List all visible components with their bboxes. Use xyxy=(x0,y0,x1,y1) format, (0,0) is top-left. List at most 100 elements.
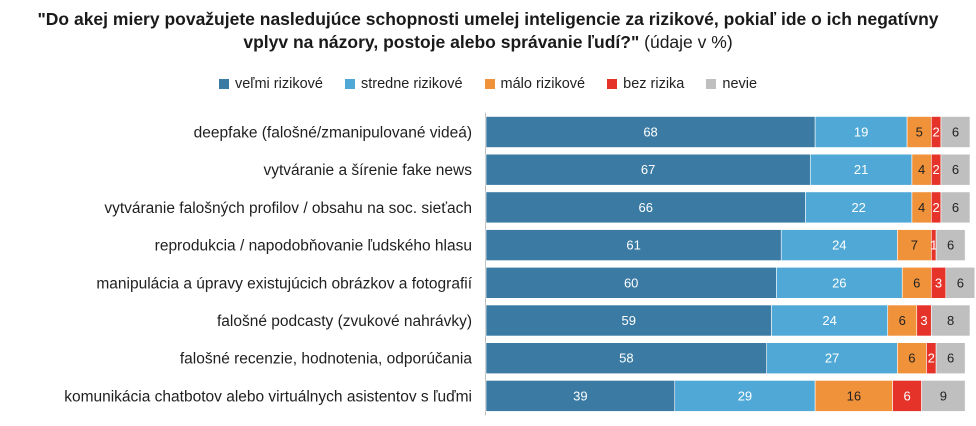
bar-segment-nevie xyxy=(935,229,966,261)
data-label: 1 xyxy=(930,238,937,253)
bar-segment-nevie xyxy=(945,266,976,299)
legend-label: bez rizika xyxy=(623,76,685,92)
legend-label: nevie xyxy=(722,76,758,92)
data-label: 9 xyxy=(940,388,947,403)
data-label: 6 xyxy=(957,275,964,290)
bar-row-falosne-recenzie-hodnotenia-odporucania: falošné recenzie, hodnotenia, odporúčani… xyxy=(180,342,966,375)
bar-segment-malo-rizikove xyxy=(897,229,932,261)
data-label: 60 xyxy=(624,275,638,290)
bar-segment-nevie xyxy=(940,116,971,148)
data-label: 3 xyxy=(920,313,927,328)
bar-segment-stredne-rizikove xyxy=(776,266,903,299)
category-label: vytváranie falošných profilov / obsahu n… xyxy=(104,200,472,217)
data-label: 6 xyxy=(913,275,920,290)
bar-segment-malo-rizikove xyxy=(887,304,918,337)
legend-label: veľmi rizikové xyxy=(234,76,323,92)
data-label: 4 xyxy=(918,162,925,177)
legend-swatch xyxy=(344,79,355,89)
bar-segment-velmi-rizikove xyxy=(485,153,811,186)
data-label: 16 xyxy=(847,388,861,403)
title-line-2: vplyv na názory, postoje alebo správanie… xyxy=(0,31,976,54)
data-label: 8 xyxy=(947,313,954,328)
data-label: 2 xyxy=(933,125,940,140)
legend-swatch xyxy=(218,79,229,89)
bar-segment-nevie xyxy=(930,304,971,337)
bar-segment-malo-rizikove xyxy=(901,266,932,299)
category-label: vytváranie a šírenie fake news xyxy=(264,162,473,179)
data-label: 68 xyxy=(643,125,657,140)
data-label: 7 xyxy=(911,238,918,253)
data-label: 6 xyxy=(947,238,954,253)
data-label: 6 xyxy=(908,351,915,366)
chart-title: "Do akej miery považujete nasledujúce sc… xyxy=(0,8,976,54)
bar-segment-velmi-rizikove xyxy=(485,304,772,337)
data-label: 27 xyxy=(825,351,839,366)
bar-row-reprodukcia-napodobnovanie-ludskeho-hlasu: reprodukcia / napodobňovanie ľudského hl… xyxy=(155,229,966,261)
data-label: 3 xyxy=(935,275,942,290)
bar-segment-bez-rizika xyxy=(892,380,922,412)
legend-item-malo-rizikove: málo rizikové xyxy=(484,76,586,92)
title-line-2-text: vplyv na názory, postoje alebo správanie… xyxy=(243,32,640,52)
bar-segment-stredne-rizikove xyxy=(780,229,898,261)
bar-segment-stredne-rizikove xyxy=(805,191,913,224)
legend-swatch xyxy=(706,79,717,89)
data-label: 24 xyxy=(822,313,836,328)
data-label: 61 xyxy=(626,238,640,253)
legend-item-velmi-rizikove: veľmi rizikové xyxy=(218,76,323,92)
bar-row-vytvaranie-a-sirenie-fake-news: vytváranie a šírenie fake news 67 21 4 2 6 xyxy=(264,153,971,186)
category-label: deepfake (falošné/zmanipulované videá) xyxy=(194,125,472,142)
data-label: 6 xyxy=(952,200,959,215)
data-label: 4 xyxy=(918,200,925,215)
legend-swatch xyxy=(607,79,618,89)
data-label: 19 xyxy=(854,125,868,140)
data-label: 6 xyxy=(903,388,910,403)
legend-item-bez-rizika: bez rizika xyxy=(607,76,684,92)
bar-segment-velmi-rizikove xyxy=(485,380,676,412)
category-label: komunikácia chatbotov alebo virtuálnych … xyxy=(64,388,472,405)
bar-row-deepfake-falosne-zmanipulovane-videa: deepfake (falošné/zmanipulované videá) 68… xyxy=(194,116,971,148)
data-label: 24 xyxy=(832,238,846,253)
bar-row-komunikacia-chatbotov-alebo-virtualnych-asistentov-s-ludmi: komunikácia chatbotov alebo virtuálnych … xyxy=(64,380,966,412)
legend-item-nevie: nevie xyxy=(706,76,757,92)
data-label: 21 xyxy=(854,162,868,177)
bar-segment-malo-rizikove xyxy=(906,116,932,148)
bar-segment-stredne-rizikove xyxy=(674,380,816,412)
data-label: 6 xyxy=(899,313,906,328)
data-label: 26 xyxy=(832,275,846,290)
category-label: manipulácia a úpravy existujúcich obrázk… xyxy=(96,275,472,292)
bar-segment-stredne-rizikove xyxy=(766,342,898,375)
legend-label: stredne rizikové xyxy=(360,76,463,92)
category-label: falošné podcasty (zvukové nahrávky) xyxy=(217,313,472,330)
data-label: 22 xyxy=(851,200,865,215)
data-label: 58 xyxy=(619,351,633,366)
category-label: reprodukcia / napodobňovanie ľudského hl… xyxy=(155,238,472,255)
bar-segment-nevie xyxy=(940,153,971,186)
title-line-1: "Do akej miery považujete nasledujúce sc… xyxy=(37,9,939,29)
data-label: 66 xyxy=(638,200,652,215)
bar-row-manipulacia-a-upravy-existujucich-obrazkov-a-fotografii: manipulácia a úpravy existujúcich obrázk… xyxy=(96,266,976,299)
bar-segment-stredne-rizikove xyxy=(809,153,913,186)
data-label: 6 xyxy=(952,125,959,140)
data-label: 6 xyxy=(947,351,954,366)
bar-segment-nevie xyxy=(935,342,966,375)
title-unit-note: (údaje v %) xyxy=(639,32,733,52)
category-label: falošné recenzie, hodnotenia, odporúčani… xyxy=(180,351,473,368)
data-label: 2 xyxy=(928,351,935,366)
data-label: 67 xyxy=(641,162,655,177)
bar-row-falosne-podcasty-zvukove-nahravky: falošné podcasty (zvukové nahrávky) 59 24 6… xyxy=(217,304,971,337)
bar-segment-nevie xyxy=(921,380,966,412)
bar-segment-velmi-rizikove xyxy=(485,266,777,299)
data-label: 39 xyxy=(573,388,587,403)
data-label: 2 xyxy=(933,200,940,215)
bar-segment-velmi-rizikove xyxy=(485,116,816,148)
legend: veľmi rizikové stredne rizikové málo rizik… xyxy=(0,76,976,92)
bar-segment-velmi-rizikove xyxy=(485,229,782,261)
bar-segment-stredne-rizikove xyxy=(771,304,889,337)
legend-label: málo rizikové xyxy=(500,76,586,92)
data-label: 5 xyxy=(916,125,923,140)
bar-segment-nevie xyxy=(940,191,971,224)
data-label: 6 xyxy=(952,162,959,177)
legend-swatch xyxy=(484,79,495,89)
legend-item-stredne-rizikove: stredne rizikové xyxy=(344,76,463,92)
